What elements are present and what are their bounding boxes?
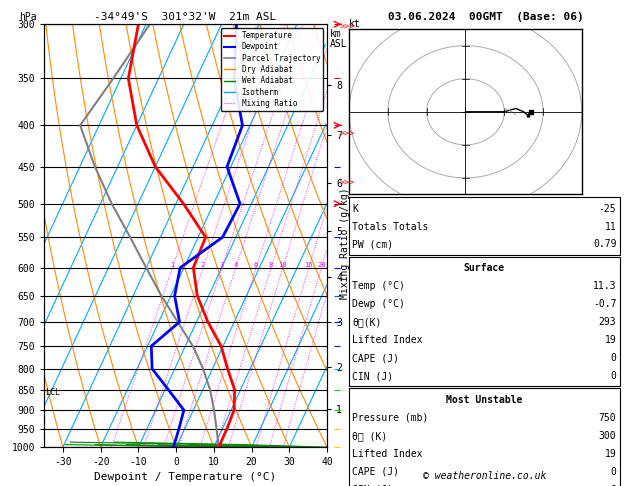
Text: 0: 0 [611,467,616,477]
Text: 11: 11 [604,222,616,231]
Text: >>>: >>> [340,129,355,139]
Text: © weatheronline.co.uk: © weatheronline.co.uk [423,471,546,481]
Text: 11.3: 11.3 [593,281,616,291]
Text: 03.06.2024  00GMT  (Base: 06): 03.06.2024 00GMT (Base: 06) [388,12,584,22]
Text: Most Unstable: Most Unstable [446,395,523,405]
Text: θᴇ(K): θᴇ(K) [352,317,382,327]
Text: Surface: Surface [464,263,505,273]
Text: Temp (°C): Temp (°C) [352,281,405,291]
Text: km
ASL: km ASL [330,29,348,49]
Title: -34°49'S  301°32'W  21m ASL: -34°49'S 301°32'W 21m ASL [94,12,277,22]
Text: 0: 0 [611,371,616,381]
Text: K: K [352,204,358,213]
Text: 1: 1 [170,262,174,268]
Text: 0.79: 0.79 [593,240,616,249]
Text: 2: 2 [201,262,205,268]
Text: Dewp (°C): Dewp (°C) [352,299,405,309]
Text: 3: 3 [220,262,224,268]
Text: 300: 300 [599,431,616,441]
Text: 19: 19 [604,449,616,459]
Text: Totals Totals: Totals Totals [352,222,428,231]
Text: -25: -25 [599,204,616,213]
Text: θᴇ (K): θᴇ (K) [352,431,387,441]
Text: 293: 293 [599,317,616,327]
Text: 6: 6 [254,262,258,268]
Text: CIN (J): CIN (J) [352,371,393,381]
Text: 10: 10 [279,262,287,268]
Text: 8: 8 [269,262,273,268]
Text: CAPE (J): CAPE (J) [352,353,399,363]
Text: 20: 20 [317,262,326,268]
Text: CAPE (J): CAPE (J) [352,467,399,477]
Text: -0.7: -0.7 [593,299,616,309]
Text: 0: 0 [611,353,616,363]
Text: 16: 16 [304,262,313,268]
Text: LCL: LCL [45,388,60,397]
Text: 0: 0 [611,485,616,486]
Text: CIN (J): CIN (J) [352,485,393,486]
Legend: Temperature, Dewpoint, Parcel Trajectory, Dry Adiabat, Wet Adiabat, Isotherm, Mi: Temperature, Dewpoint, Parcel Trajectory… [221,28,323,111]
Text: 4: 4 [233,262,238,268]
Text: Lifted Index: Lifted Index [352,449,423,459]
Text: kt: kt [349,19,361,29]
Text: Pressure (mb): Pressure (mb) [352,413,428,423]
Text: >>>: >>> [340,22,355,31]
Text: PW (cm): PW (cm) [352,240,393,249]
Text: Mixing Ratio (g/kg): Mixing Ratio (g/kg) [340,187,350,299]
Text: 19: 19 [604,335,616,345]
Text: >>>: >>> [340,179,355,188]
Text: 750: 750 [599,413,616,423]
Text: hPa: hPa [19,12,36,22]
Text: Lifted Index: Lifted Index [352,335,423,345]
X-axis label: Dewpoint / Temperature (°C): Dewpoint / Temperature (°C) [94,472,277,483]
